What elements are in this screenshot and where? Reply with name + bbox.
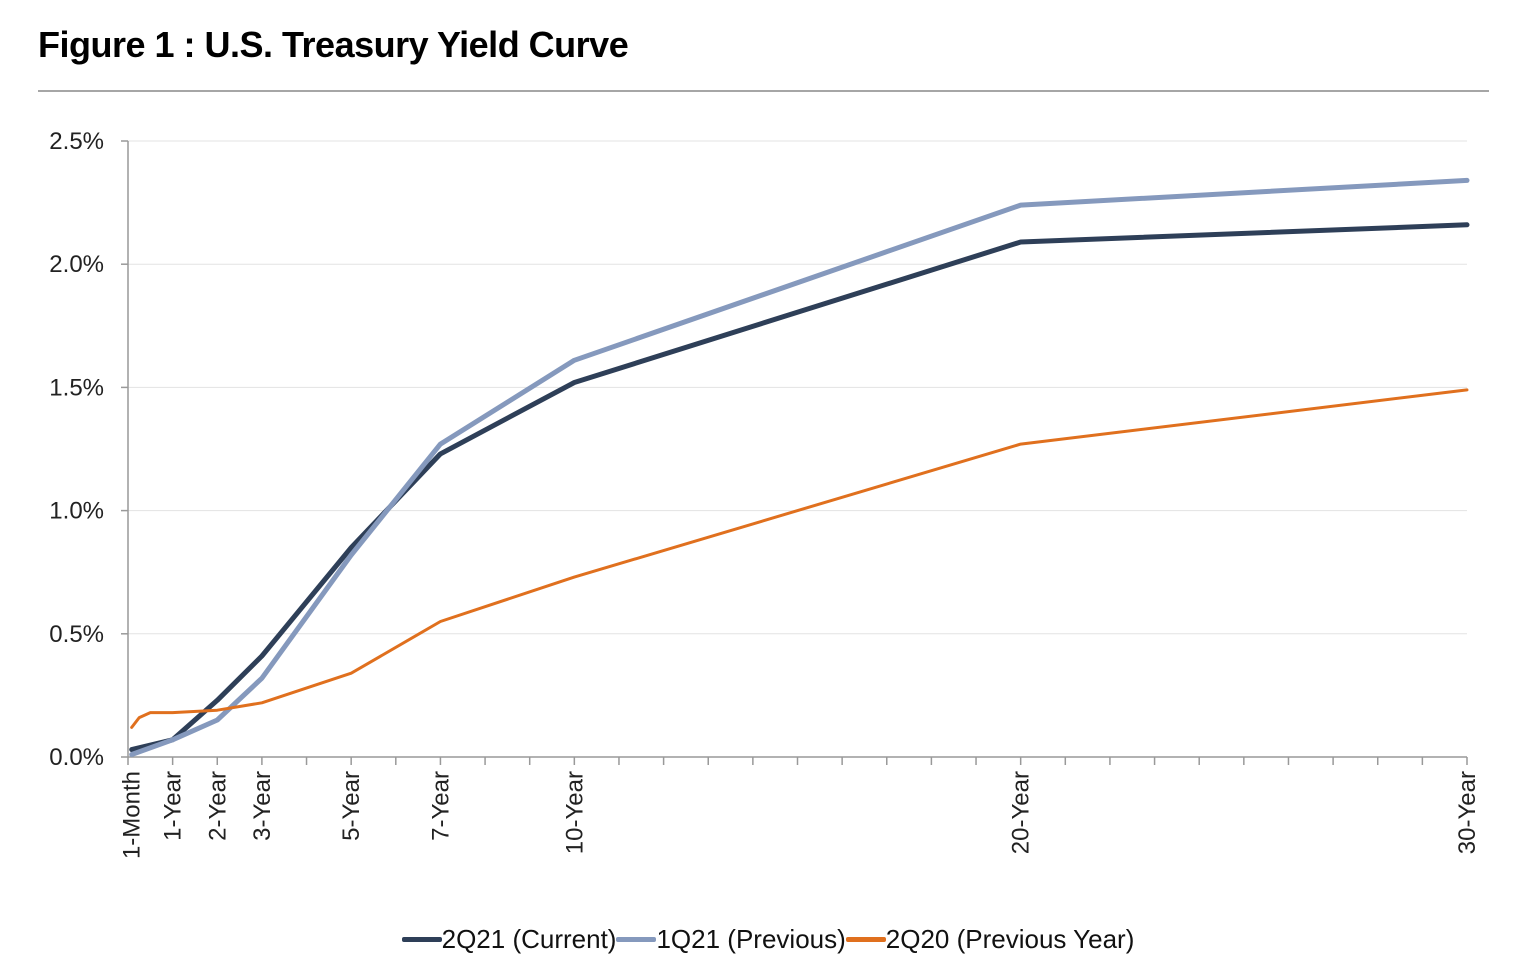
x-tick-label: 5-Year [338,771,365,841]
y-tick-label: 0.0% [49,744,104,771]
title-divider [38,90,1489,92]
legend-label-1q21: 1Q21 (Previous) [656,924,846,954]
x-tick-label: 10-Year [561,771,588,854]
x-tick-label: 2-Year [204,771,231,841]
y-tick-label: 2.5% [49,128,104,155]
legend-item-2q20: 2Q20 (Previous Year) [845,924,1135,955]
legend-swatch-2q20 [845,937,886,942]
x-tick-label: 30-Year [1454,771,1481,854]
x-tick-label: 3-Year [249,771,276,841]
x-tick-label: 20-Year [1008,771,1035,854]
legend-label-2q20: 2Q20 (Previous Year) [885,924,1135,954]
legend-swatch-2q21 [401,937,442,942]
legend: 2Q21 (Current) 1Q21 (Previous) 2Q20 (Previ… [0,918,1536,955]
legend-item-1q21: 1Q21 (Previous) [616,924,846,955]
x-tick-label: 7-Year [427,771,454,841]
y-tick-label: 0.5% [49,621,104,648]
legend-swatch-1q21 [616,937,657,942]
legend-label-2q21: 2Q21 (Current) [441,924,617,954]
y-tick-label: 1.5% [49,374,104,401]
series-line-2q21 [129,222,1470,753]
series-line-1q21 [129,177,1470,757]
x-tick-label: 1-Month [119,771,146,859]
chart-title: Figure 1 : U.S. Treasury Yield Curve [38,24,629,65]
x-tick-label: 1-Year [160,771,187,841]
y-tick-label: 2.0% [49,251,104,278]
legend-item-2q21: 2Q21 (Current) [401,924,617,955]
y-tick-label: 1.0% [49,498,104,525]
series-line-2q20 [130,388,1469,729]
